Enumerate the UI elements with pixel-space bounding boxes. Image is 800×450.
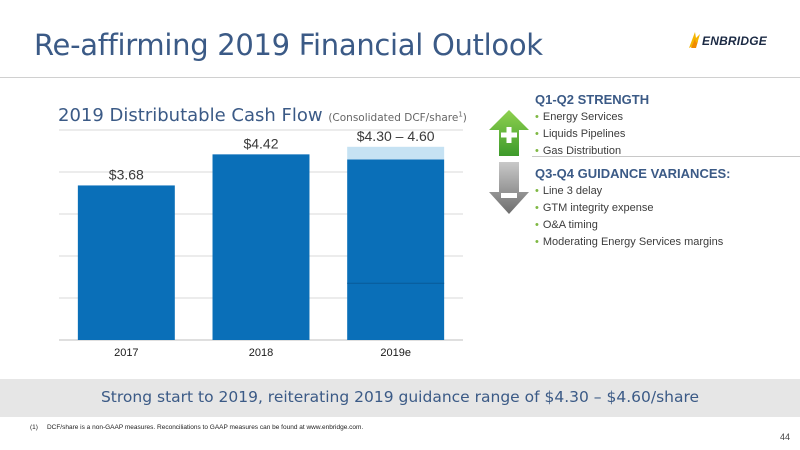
guidance-range-bar (347, 146, 445, 160)
bullet: • (535, 111, 539, 123)
list-item-text: Liquids Pipelines (542, 128, 626, 140)
list-item: • Gas Distribution (535, 143, 625, 160)
list-item: • Moderating Energy Services margins (535, 234, 723, 251)
list-item-text: GTM integrity expense (542, 202, 654, 214)
list-item: • GTM integrity expense (535, 200, 723, 217)
bar (212, 154, 310, 340)
page-number: 44 (779, 432, 790, 442)
variance-heading: Q3-Q4 GUIDANCE VARIANCES: (535, 166, 731, 181)
data-label: $4.42 (243, 135, 278, 151)
strength-heading: Q1-Q2 STRENGTH (535, 92, 650, 107)
summary-banner: Strong start to 2019, reiterating 2019 g… (0, 379, 800, 417)
chart-subtitle-footnote-marker: 1 (458, 110, 463, 119)
enbridge-logo: ENBRIDGE (686, 30, 776, 52)
footnote-number: (1) (30, 424, 38, 431)
chart-title: 2019 Distributable Cash Flow (Consolidat… (58, 105, 467, 126)
chart-subtitle-end: ) (462, 112, 467, 124)
dcf-bar-chart: $3.68 2017 $4.42 2018 $4.30 – 4.60 2019e (59, 128, 463, 359)
page-title: Re-affirming 2019 Financial Outlook (34, 28, 543, 62)
bullet: • (535, 219, 539, 231)
sidebar-divider (532, 156, 800, 157)
footnote: (1) DCF/share is a non-GAAP measures. Rec… (30, 424, 363, 431)
bullet: • (535, 145, 539, 157)
minus-arrow-down-icon (489, 162, 529, 214)
list-item: • Liquids Pipelines (535, 126, 625, 143)
enbridge-flame-icon (689, 32, 700, 48)
list-item: • Energy Services (535, 109, 625, 126)
chart-title-text: 2019 Distributable Cash Flow (58, 105, 323, 126)
chart-subtitle: (Consolidated DCF/share1) (328, 110, 467, 125)
data-label: $4.30 – 4.60 (357, 128, 435, 144)
list-item-text: Line 3 delay (542, 185, 603, 197)
variance-list: • Line 3 delay • GTM integrity expense • O&… (535, 183, 723, 251)
data-label: $3.68 (109, 166, 144, 182)
list-item-text: Energy Services (542, 111, 623, 123)
chart-subtitle-text: (Consolidated DCF/share (328, 112, 459, 124)
bullet: • (535, 128, 539, 140)
x-tick-label: 2019e (380, 347, 411, 359)
footnote-text: DCF/share is a non-GAAP measures. Reconc… (46, 424, 364, 431)
summary-banner-text: Strong start to 2019, reiterating 2019 g… (100, 388, 700, 406)
bullet: • (535, 202, 539, 214)
x-tick-label: 2018 (249, 347, 273, 359)
list-item-text: O&A timing (542, 219, 598, 231)
list-item-text: Gas Distribution (542, 145, 622, 157)
list-item: • O&A timing (535, 217, 723, 234)
bar (347, 159, 445, 340)
header-divider (0, 77, 800, 78)
bullet: • (535, 185, 539, 197)
bullet: • (535, 236, 539, 248)
bar (77, 185, 175, 340)
x-tick-label: 2017 (114, 347, 138, 359)
strength-list: • Energy Services • Liquids Pipelines • Gas… (535, 109, 625, 160)
plus-arrow-up-icon (489, 110, 529, 156)
list-item-text: Moderating Energy Services margins (542, 236, 724, 248)
list-item: • Line 3 delay (535, 183, 723, 200)
logo-wordmark: ENBRIDGE (702, 34, 767, 48)
